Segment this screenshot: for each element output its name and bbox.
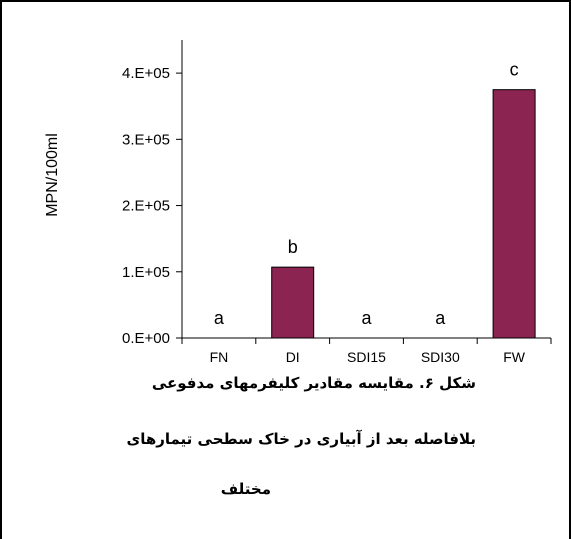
- category-label: FN: [210, 349, 229, 365]
- caption-line-2: بلافاصله بعد از آبیاری در خاک سطحی تیمار…: [126, 430, 476, 448]
- y-tick-label: 2.E+05: [122, 198, 170, 215]
- significance-letters: a b a a c: [214, 60, 519, 328]
- significance-letter: a: [214, 308, 225, 328]
- bar-fw: [492, 89, 536, 339]
- category-label: DI: [286, 349, 300, 365]
- significance-letter: b: [288, 237, 298, 257]
- bar-di: [271, 266, 315, 339]
- y-tick-label: 0.E+00: [122, 330, 170, 347]
- y-axis-title: MPN/100ml: [44, 133, 61, 217]
- y-ticks: 0.E+00 1.E+05 2.E+05 3.E+05 4.E+05: [122, 65, 182, 347]
- y-tick-label: 4.E+05: [122, 65, 170, 82]
- bars: [271, 89, 536, 339]
- significance-letter: c: [510, 60, 519, 80]
- caption-line-1: شکل ۶. مقایسه مقادیر کلیفرمهای مدفوعی: [151, 374, 476, 392]
- significance-letter: a: [435, 308, 446, 328]
- y-tick-label: 3.E+05: [122, 131, 170, 148]
- significance-letter: a: [361, 308, 372, 328]
- category-label: SDI15: [347, 349, 386, 365]
- category-labels: FN DI SDI15 SDI30 FW: [210, 349, 526, 365]
- caption-line-3: مختلف: [220, 480, 271, 498]
- category-label: FW: [503, 349, 526, 365]
- category-label: SDI30: [421, 349, 460, 365]
- x-ticks: [181, 338, 552, 344]
- y-tick-label: 1.E+05: [122, 264, 170, 281]
